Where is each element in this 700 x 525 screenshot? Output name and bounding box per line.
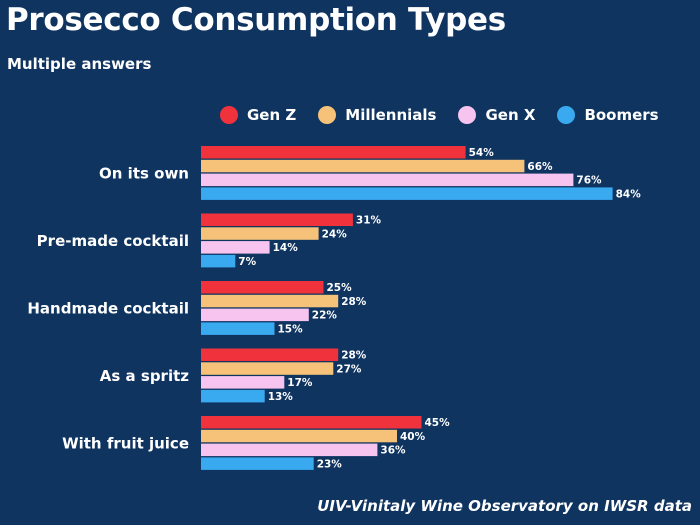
data-label-with-fruit-juice-gen-x: 36% — [380, 445, 406, 457]
legend-swatch-millennials — [318, 106, 337, 124]
legend-swatch-boomers — [557, 106, 576, 124]
bar-on-its-own-gen-z — [201, 146, 466, 159]
data-label-pre-made-cocktail-boomers: 7% — [238, 256, 256, 268]
bar-as-a-spritz-boomers — [201, 389, 265, 403]
data-label-on-its-own-gen-x: 76% — [576, 175, 602, 187]
data-label-on-its-own-gen-z: 54% — [469, 147, 495, 159]
data-label-with-fruit-juice-boomers: 23% — [317, 458, 343, 470]
category-label-with-fruit-juice: With fruit juice — [62, 435, 189, 453]
legend-label-gen-x: Gen X — [485, 106, 536, 124]
legend-swatch-gen-z — [220, 106, 238, 124]
category-label-as-a-spritz: As a spritz — [100, 367, 189, 385]
bar-on-its-own-millennials — [201, 159, 525, 173]
data-label-handmade-cocktail-gen-z: 25% — [327, 282, 353, 294]
bar-as-a-spritz-gen-z — [201, 348, 339, 361]
bar-handmade-cocktail-boomers — [201, 322, 275, 335]
chart-title: Prosecco Consumption Types — [6, 2, 506, 38]
bar-as-a-spritz-millennials — [201, 362, 334, 375]
legend-item-millennials: Millennials — [318, 106, 436, 124]
data-label-pre-made-cocktail-gen-x: 14% — [273, 242, 299, 254]
bar-with-fruit-juice-boomers — [201, 457, 314, 470]
bar-pre-made-cocktail-gen-z — [201, 213, 353, 226]
data-label-pre-made-cocktail-gen-z: 31% — [356, 215, 382, 227]
bar-handmade-cocktail-gen-x — [201, 308, 309, 322]
category-label-on-its-own: On its own — [99, 165, 189, 183]
chart-subtitle: Multiple answers — [7, 55, 152, 73]
bar-handmade-cocktail-gen-z — [201, 281, 324, 294]
legend-label-gen-z: Gen Z — [247, 106, 297, 124]
bar-with-fruit-juice-millennials — [201, 429, 397, 443]
legend: Gen Z Millennials Gen X Boomers — [220, 106, 681, 124]
bar-with-fruit-juice-gen-z — [201, 416, 422, 429]
bar-as-a-spritz-gen-x — [201, 376, 285, 389]
legend-item-boomers: Boomers — [557, 106, 659, 124]
legend-item-gen-z: Gen Z — [220, 106, 296, 124]
data-label-handmade-cocktail-boomers: 15% — [278, 323, 304, 335]
data-label-with-fruit-juice-gen-z: 45% — [425, 417, 451, 429]
category-label-handmade-cocktail: Handmade cocktail — [27, 300, 189, 318]
data-label-on-its-own-boomers: 84% — [616, 188, 642, 200]
bar-on-its-own-boomers — [201, 187, 613, 200]
bar-pre-made-cocktail-gen-x — [201, 241, 270, 254]
legend-label-millennials: Millennials — [345, 106, 437, 124]
legend-swatch-gen-x — [458, 106, 477, 124]
bar-pre-made-cocktail-boomers — [201, 254, 236, 268]
bar-with-fruit-juice-gen-x — [201, 443, 378, 457]
data-label-on-its-own-millennials: 66% — [527, 161, 553, 173]
data-label-as-a-spritz-millennials: 27% — [336, 363, 362, 375]
data-label-handmade-cocktail-millennials: 28% — [341, 296, 367, 308]
legend-label-boomers: Boomers — [584, 106, 659, 124]
data-label-pre-made-cocktail-millennials: 24% — [322, 228, 348, 240]
data-label-as-a-spritz-gen-z: 28% — [341, 350, 367, 362]
legend-item-gen-x: Gen X — [458, 106, 535, 124]
category-label-pre-made-cocktail: Pre-made cocktail — [37, 232, 189, 250]
source-note: UIV-Vinitaly Wine Observatory on IWSR da… — [317, 497, 692, 515]
data-label-as-a-spritz-gen-x: 17% — [287, 377, 313, 389]
bar-handmade-cocktail-millennials — [201, 294, 339, 308]
data-label-as-a-spritz-boomers: 13% — [268, 391, 294, 403]
bar-pre-made-cocktail-millennials — [201, 227, 319, 240]
data-label-handmade-cocktail-gen-x: 22% — [312, 310, 338, 322]
bar-on-its-own-gen-x — [201, 173, 574, 187]
data-label-with-fruit-juice-millennials: 40% — [400, 431, 426, 443]
